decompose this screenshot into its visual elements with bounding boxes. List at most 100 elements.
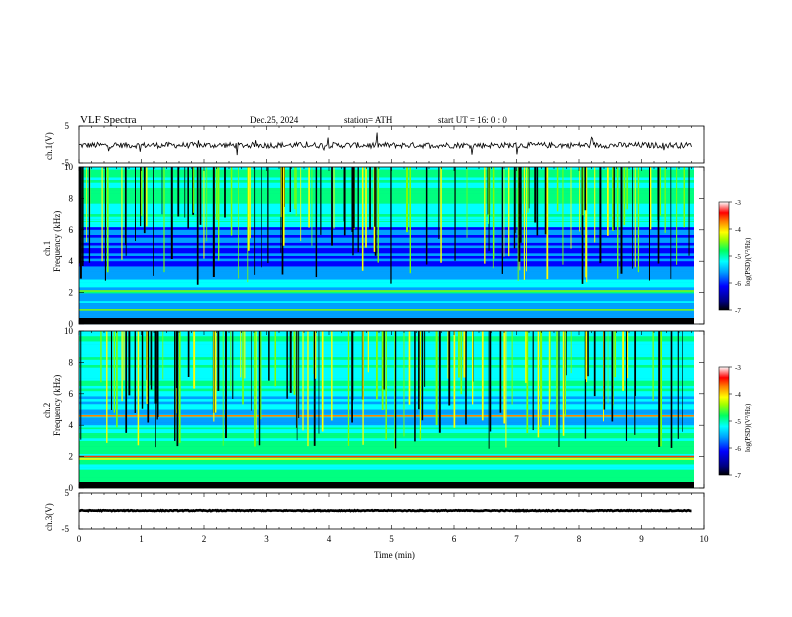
ch1-colorbar-scale: [718, 201, 730, 311]
spectrogram-band: [79, 235, 694, 238]
y-tick-label: 5: [65, 488, 70, 498]
ch2-colorbar: log(PSD)(V²/Hz) -3 -4 -5 -6 -7: [718, 364, 752, 480]
spectrogram-band: [79, 467, 694, 470]
spectrogram-band: [79, 216, 694, 220]
panel-frame: [78, 125, 705, 164]
y-tick-label: 4: [69, 420, 74, 430]
spectrogram-band: [79, 269, 694, 272]
x-tick-label: 3: [264, 534, 269, 544]
spectrogram-band: [79, 316, 694, 320]
spectrogram-band: [79, 190, 694, 194]
spectrogram-band: [79, 193, 694, 197]
spectrogram-band: [79, 456, 694, 460]
x-tick-label: 6: [452, 534, 457, 544]
start-time-label: start UT = 16: 0 : 0: [438, 115, 507, 125]
waveform-trace: [79, 508, 692, 513]
y-tick-label: 2: [69, 288, 74, 298]
spectrogram-band: [79, 248, 694, 252]
spectrogram-band: [79, 274, 694, 278]
ch2-colorbar-scale: [718, 366, 730, 476]
colorbar-tick-label: -7: [735, 472, 741, 480]
spectrogram-band: [79, 477, 694, 481]
spectrogram-band: [79, 203, 694, 207]
spectrogram-band: [79, 443, 694, 447]
x-tick-label: 2: [202, 534, 207, 544]
spectrogram-band: [79, 295, 694, 299]
spectrogram-band: [79, 237, 694, 241]
spectrogram-band: [79, 255, 694, 259]
y-tick-label: 6: [69, 389, 74, 399]
x-tick-label: 8: [577, 534, 582, 544]
colorbar-tick-label: -5: [735, 253, 741, 261]
spectrogram-band: [79, 303, 694, 306]
spectrogram-band: [79, 208, 694, 212]
x-tick-label: 7: [514, 534, 519, 544]
ch1-waveform-panel: 5 -5: [62, 121, 705, 168]
y-tick-label: 2: [69, 452, 74, 462]
spectrogram-band: [79, 187, 694, 191]
spectrogram-band: [79, 440, 694, 444]
spectrogram-band: [79, 261, 694, 265]
station-label: station= ATH: [344, 115, 393, 125]
ch1-colorbar-label: log(PSD)(V²/Hz): [744, 237, 752, 286]
spectrogram-band: [79, 263, 694, 267]
ch2-spec-ylabel: Frequency (kHz): [52, 375, 62, 436]
colorbar-tick-label: -5: [735, 418, 741, 426]
spectrogram-band: [79, 313, 694, 317]
spectrogram-band: [79, 271, 694, 275]
ch2-colorbar-label: log(PSD)(V²/Hz): [744, 403, 752, 452]
low-frequency-band: [79, 482, 694, 488]
ch1-spec-ylabel-top: ch.1: [42, 241, 52, 256]
ch1-colorbar: log(PSD)(V²/Hz) -3 -4 -5 -6 -7: [718, 199, 752, 315]
spectrogram-band: [79, 297, 694, 301]
spectrogram-band: [79, 177, 694, 181]
spectrogram-band: [79, 266, 694, 270]
no-data-strip: [694, 331, 704, 488]
spectrogram-band: [79, 167, 694, 170]
ch2-spectrogram-panel: 0 2 4 6 8 10: [64, 326, 705, 493]
spectrogram-band: [79, 310, 694, 314]
spectrogram-band: [79, 242, 694, 246]
spectrogram-band: [79, 464, 694, 468]
spectrogram-band: [79, 245, 694, 249]
y-tick-label: 8: [69, 193, 74, 203]
spectrogram-band: [79, 232, 694, 236]
spectrogram-band: [79, 474, 694, 478]
y-tick-label: 4: [69, 256, 74, 266]
colorbar-tick-label: -7: [735, 307, 741, 315]
waveform-trace: [78, 132, 692, 156]
spectrogram-band: [79, 185, 694, 189]
spectrogram-band: [79, 174, 694, 178]
ch1-spectrogram-panel: 0 2 4 6 8 10: [64, 162, 705, 329]
spectrogram-band: [79, 461, 694, 465]
no-data-strip: [694, 167, 704, 324]
figure-title: VLF Spectra: [80, 114, 137, 126]
ch1-waveform-ylabel: ch.1(V): [44, 132, 54, 160]
spectrogram-band: [79, 276, 694, 280]
spectrogram-band: [79, 469, 694, 473]
spectrogram-band: [79, 438, 694, 442]
ch3-waveform-panel: 5 -5 0 1 2 3 4 5 6 7 8 9 10: [62, 488, 710, 544]
y-tick-label: 0: [69, 483, 74, 493]
spectrogram-band: [79, 201, 694, 204]
spectrogram-band: [79, 206, 694, 210]
spectrogram-band: [79, 282, 694, 286]
spectrogram-band: [79, 453, 694, 457]
spectrogram-band: [79, 180, 694, 183]
y-tick-label: 0: [69, 319, 74, 329]
spectrogram-band: [79, 284, 694, 288]
spectrogram-band: [79, 448, 694, 452]
spectrogram-band: [79, 250, 694, 254]
spectrogram-band: [79, 229, 694, 233]
y-tick-label: 8: [69, 357, 74, 367]
spectrogram-band: [79, 172, 694, 176]
spectrogram-band: [79, 224, 694, 228]
spectrogram-band: [79, 227, 694, 231]
y-tick-label: 10: [64, 162, 74, 172]
spectrogram-band: [79, 459, 694, 463]
x-axis-label: Time (min): [374, 550, 415, 560]
y-tick-label: -5: [62, 524, 70, 534]
spectrogram-band: [79, 240, 694, 244]
date-label: Dec.25, 2024: [250, 115, 299, 125]
